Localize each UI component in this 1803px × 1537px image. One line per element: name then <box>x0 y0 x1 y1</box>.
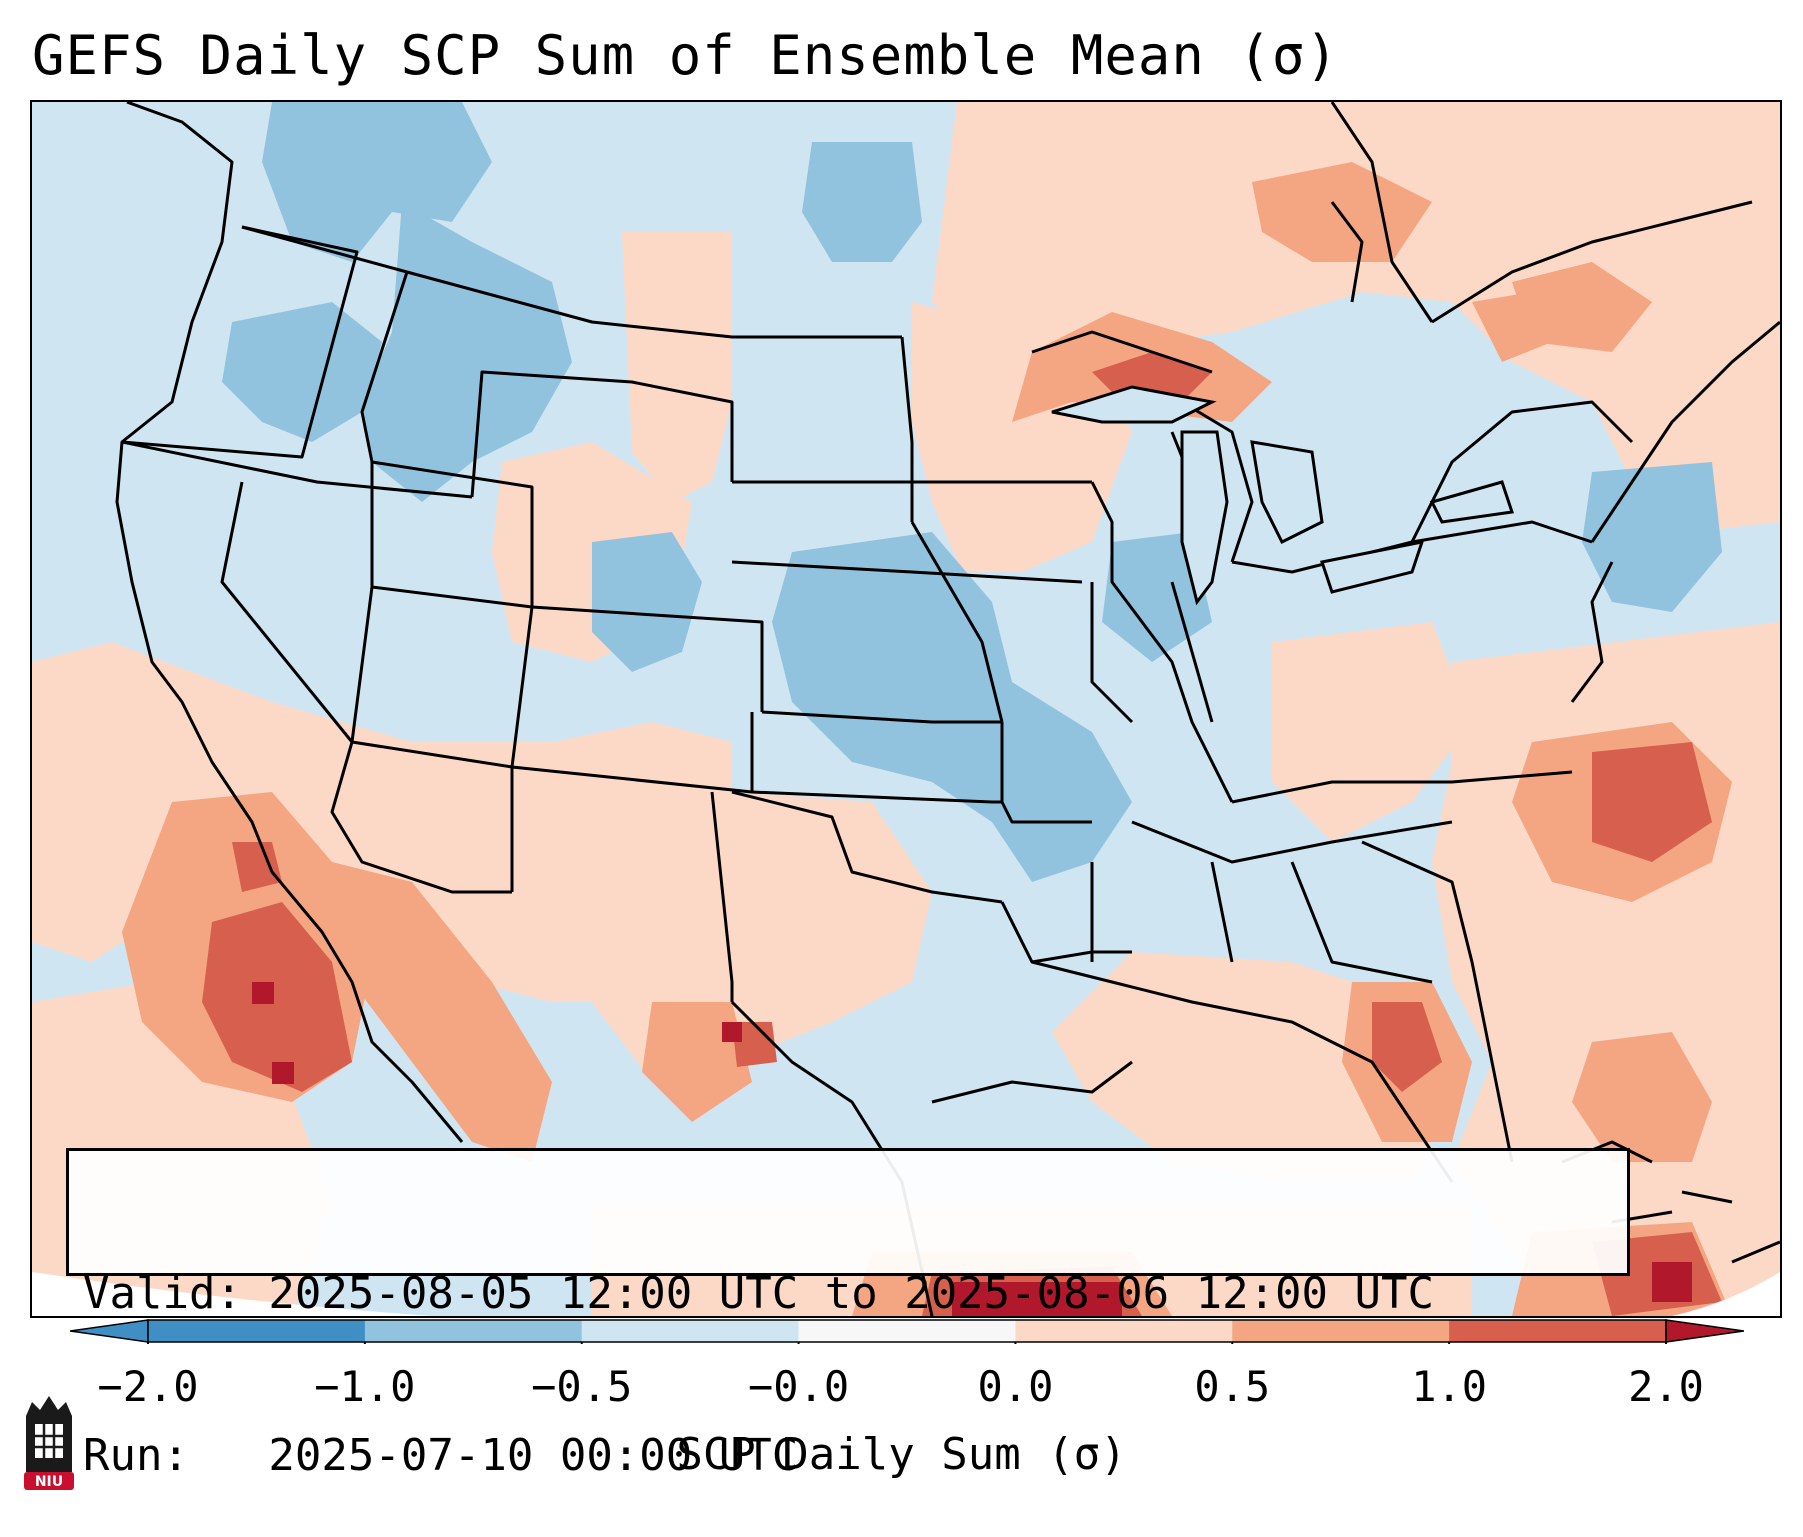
colorbar-extend-high <box>1665 1319 1744 1343</box>
colorbar-bin <box>364 1320 583 1342</box>
colorbar-tick-label: −0.5 <box>531 1362 633 1411</box>
colorbar-bin <box>148 1320 366 1342</box>
lake-erie <box>1320 540 1425 594</box>
colorbar-tick-label: 1.0 <box>1411 1362 1488 1411</box>
colorbar-bin <box>798 1320 1016 1342</box>
lake-michigan <box>1180 430 1229 606</box>
colorbar-bin <box>1015 1320 1233 1342</box>
colorbar-extend-low <box>70 1319 149 1343</box>
colorbar-bin <box>581 1320 800 1342</box>
colorbar-label: SCP Daily Sum (σ) <box>676 1429 1127 1480</box>
projection-edge-right <box>1672 1272 1780 1316</box>
colorbar-tick-label: 0.0 <box>977 1362 1054 1411</box>
colorbar-bin <box>1232 1320 1450 1342</box>
valid-time-text: Valid: 2025-08-05 12:00 UTC to 2025-08-0… <box>83 1268 1435 1319</box>
scp-field-map <box>32 102 1780 1316</box>
lake-superior <box>1051 385 1217 424</box>
map-panel <box>30 100 1782 1318</box>
niu-logo: NIU <box>24 1396 74 1490</box>
state-borders <box>115 102 1780 1316</box>
validity-info-box: Valid: 2025-08-05 12:00 UTC to 2025-08-0… <box>66 1148 1630 1481</box>
run-time-text: Run: 2025-07-10 00:00 UTC <box>83 1430 799 1481</box>
colorbar-bin <box>1449 1320 1667 1342</box>
chart-title: GEFS Daily SCP Sum of Ensemble Mean (σ) <box>32 24 1339 87</box>
lake-ontario <box>1429 480 1514 524</box>
colorbar-tick-label: −1.0 <box>314 1362 416 1411</box>
logo-text: NIU <box>35 1474 63 1490</box>
colorbar <box>70 1319 1744 1344</box>
field-positive-extreme <box>252 982 1692 1316</box>
colorbar-tick-label: −0.0 <box>747 1362 850 1411</box>
colorbar-outline <box>147 1319 1667 1343</box>
projection-edge-left <box>32 1272 432 1316</box>
lake-huron <box>1250 440 1324 545</box>
great-lakes <box>1051 385 1514 606</box>
logo-window <box>35 1424 63 1458</box>
logo-banner <box>24 1472 74 1490</box>
colorbar-tick-label: 2.0 <box>1628 1362 1704 1411</box>
colorbar-tick-label: 0.5 <box>1194 1362 1271 1411</box>
colorbar-tick-label: −2.0 <box>97 1362 199 1411</box>
